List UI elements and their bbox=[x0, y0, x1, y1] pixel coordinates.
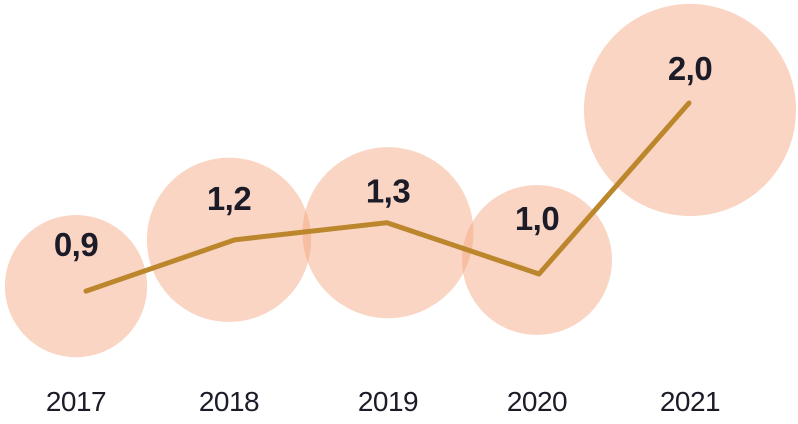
year-label-2021: 2021 bbox=[660, 386, 720, 417]
trend-line bbox=[83, 100, 692, 294]
year-label-2017: 2017 bbox=[46, 386, 106, 417]
value-label-2018: 1,2 bbox=[207, 180, 252, 217]
year-label-2019: 2019 bbox=[358, 386, 418, 417]
value-label-2020: 1,0 bbox=[515, 200, 559, 237]
value-label-2019: 1,3 bbox=[366, 173, 411, 210]
bubble-2017 bbox=[4, 214, 148, 358]
year-label-2020: 2020 bbox=[507, 386, 567, 417]
year-label-2018: 2018 bbox=[199, 386, 259, 417]
value-label-2021: 2,0 bbox=[668, 50, 712, 87]
value-label-2017: 0,9 bbox=[54, 226, 99, 263]
bubble-2019 bbox=[302, 147, 474, 319]
bubble-2020 bbox=[462, 185, 612, 335]
